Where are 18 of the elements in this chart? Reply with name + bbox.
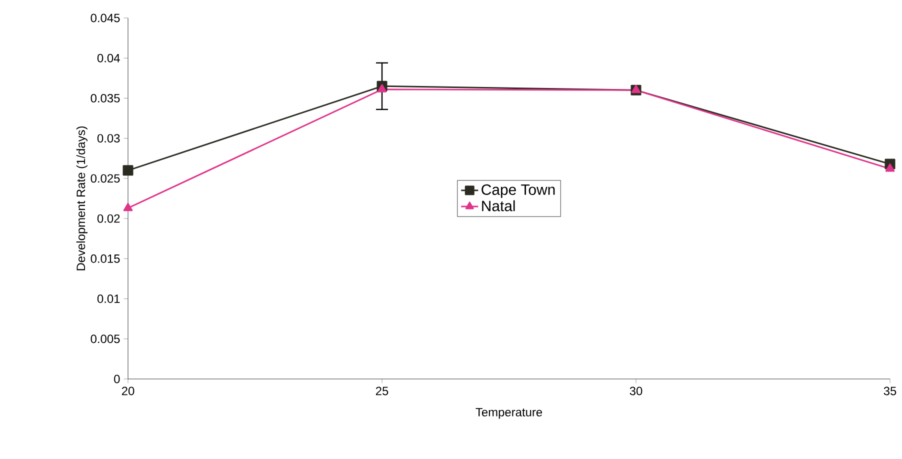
y-axis-title: Development Rate (1/days)	[76, 126, 88, 270]
y-tick-label: 0.015	[90, 254, 120, 263]
x-tick-label: 25	[376, 386, 388, 396]
x-axis-title: Temperature	[476, 408, 542, 419]
y-tick-label: 0.01	[97, 294, 120, 303]
legend-label: Cape Town	[482, 184, 555, 198]
x-tick-label: 20	[122, 386, 134, 396]
y-tick-label: 0	[114, 374, 120, 384]
legend-label: Natal	[482, 200, 515, 212]
y-tick-label: 0.005	[90, 334, 120, 344]
y-tick-label: 0.04	[97, 54, 120, 62]
x-tick-label: 30	[630, 386, 642, 396]
y-tick-label: 0.02	[97, 214, 120, 223]
y-tick-label: 0.03	[97, 134, 120, 143]
y-tick-label: 0.035	[90, 94, 120, 102]
x-tick-label: 35	[884, 386, 896, 396]
y-tick-label: 0.025	[90, 174, 120, 183]
y-tick-label: 0.045	[90, 14, 120, 22]
